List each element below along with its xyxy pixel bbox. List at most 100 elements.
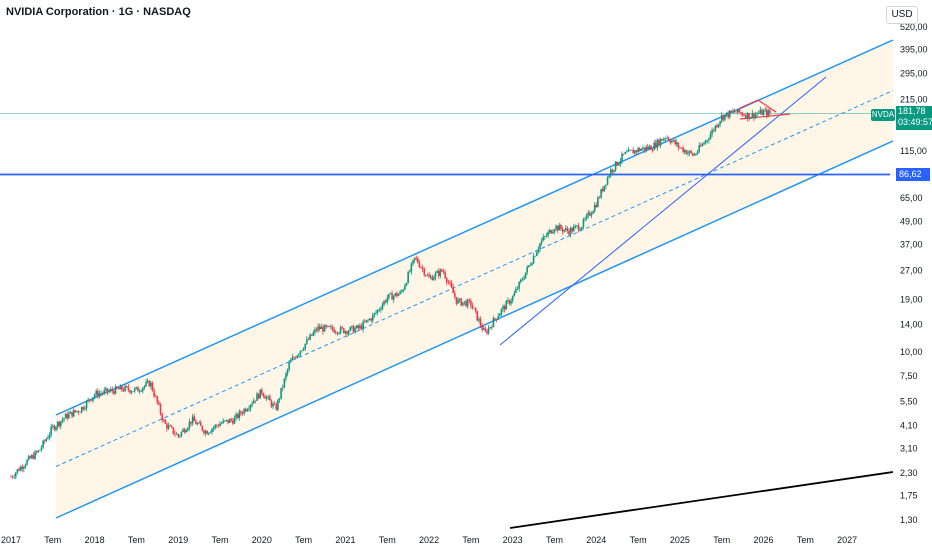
- candle-body: [462, 302, 464, 306]
- candle-body: [537, 248, 540, 253]
- candle-body: [286, 369, 289, 374]
- candle-body: [209, 432, 212, 433]
- candle-body: [714, 125, 717, 131]
- y-tick-label: 215,00: [900, 95, 928, 105]
- candle-body: [283, 378, 286, 388]
- candle-body: [410, 263, 413, 272]
- candle-body: [418, 262, 421, 268]
- channel-upper-line: [55, 39, 894, 416]
- candle-body: [301, 350, 303, 351]
- candle-body: [568, 230, 570, 235]
- candle-body: [66, 414, 69, 419]
- candle-body: [383, 300, 385, 305]
- candle-body: [76, 411, 78, 412]
- x-tick-label: Tem: [128, 535, 145, 545]
- candle-body: [455, 297, 458, 304]
- candle-body: [589, 212, 591, 216]
- candle-body: [703, 143, 705, 145]
- candle-body: [306, 339, 308, 344]
- candle-body: [150, 382, 152, 387]
- candle-body: [79, 412, 81, 413]
- candle-body: [114, 386, 117, 394]
- candle-body: [516, 288, 519, 290]
- candle-body: [130, 391, 133, 393]
- candle-body: [326, 325, 329, 327]
- x-tick-label: 2027: [837, 535, 857, 545]
- candle-body: [553, 229, 556, 232]
- candle-body: [333, 329, 335, 333]
- candle-body: [724, 114, 726, 120]
- candle-body: [484, 328, 487, 332]
- candle-body: [563, 229, 565, 232]
- candle-body: [172, 427, 175, 434]
- candle-body: [119, 385, 122, 390]
- candle-body: [605, 184, 607, 186]
- candle-body: [315, 329, 318, 331]
- candle-body: [688, 151, 691, 153]
- candle-body: [560, 225, 562, 229]
- candle-body: [47, 437, 49, 439]
- candle-body: [211, 428, 213, 433]
- candle-body: [388, 293, 390, 298]
- candle-body: [133, 388, 136, 392]
- currency-button[interactable]: USD: [886, 6, 918, 24]
- candle-body: [669, 140, 672, 143]
- candle-body: [124, 386, 126, 391]
- candle-body: [90, 400, 93, 401]
- candle-body: [666, 137, 668, 139]
- x-tick-label: 2022: [419, 535, 439, 545]
- candle-body: [71, 411, 73, 417]
- candle-body: [746, 112, 749, 119]
- candle-body: [143, 385, 146, 388]
- candle-body: [334, 332, 337, 334]
- candle-body: [585, 215, 588, 219]
- candle-body: [510, 300, 512, 304]
- candle-body: [765, 109, 768, 116]
- candle-body: [42, 440, 44, 448]
- candle-body: [420, 267, 422, 268]
- candle-body: [146, 380, 149, 383]
- candle-body: [394, 293, 397, 296]
- candle-body: [185, 430, 188, 433]
- candle-body: [212, 427, 215, 429]
- candle-body: [523, 278, 525, 280]
- candle-body: [142, 387, 144, 392]
- candle-body: [204, 431, 207, 434]
- candle-body: [733, 111, 736, 113]
- candle-body: [355, 325, 358, 329]
- candle-body: [262, 393, 265, 397]
- candle-body: [476, 310, 479, 321]
- candle-body: [463, 301, 466, 303]
- candle-body: [244, 408, 247, 412]
- candle-body: [598, 197, 601, 199]
- candle-body: [68, 413, 70, 419]
- candle-body: [402, 289, 405, 292]
- candle-body: [246, 409, 249, 412]
- candle-body: [740, 112, 742, 114]
- candle-body: [37, 450, 40, 453]
- candle-body: [339, 327, 342, 333]
- candle-body: [487, 327, 490, 334]
- candle-body: [611, 169, 614, 172]
- candle-body: [436, 271, 438, 273]
- candle-body: [674, 140, 676, 145]
- y-tick-label: 7,50: [900, 371, 918, 381]
- candle-body: [749, 117, 752, 119]
- candle-body: [224, 420, 226, 422]
- candle-body: [296, 355, 299, 359]
- candle-body: [261, 389, 263, 394]
- candle-body: [58, 421, 61, 426]
- candle-body: [21, 466, 24, 470]
- channel-lower-line: [55, 140, 894, 519]
- x-tick-label: Tem: [295, 535, 312, 545]
- candle-body: [564, 228, 567, 230]
- candle-body: [138, 391, 141, 392]
- candle-body: [291, 357, 294, 360]
- x-tick-label: 2026: [754, 535, 774, 545]
- candle-body: [659, 139, 662, 146]
- candle-body: [624, 152, 627, 155]
- candle-body: [13, 476, 15, 478]
- candle-body: [233, 417, 236, 424]
- candle-body: [132, 391, 134, 392]
